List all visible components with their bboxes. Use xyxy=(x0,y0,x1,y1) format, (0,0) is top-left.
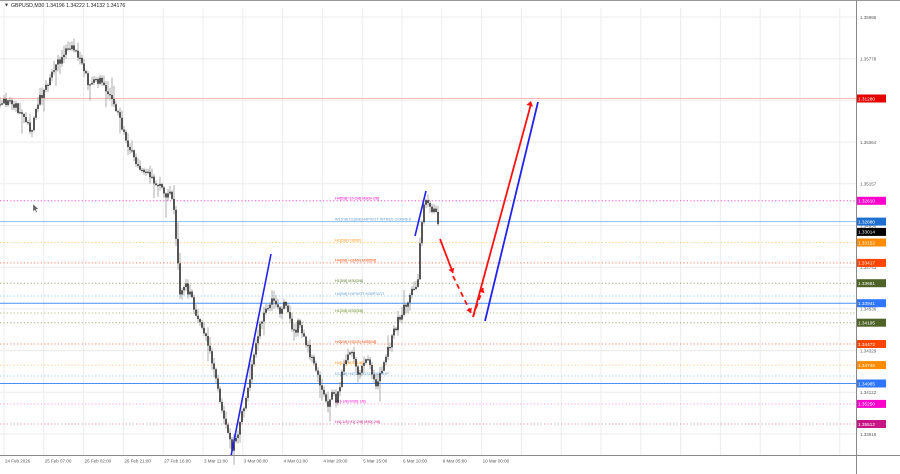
svg-text:25 Feb 07:00: 25 Feb 07:00 xyxy=(45,459,72,464)
svg-text:26 Feb 02:00: 26 Feb 02:00 xyxy=(85,459,112,464)
svg-text:1.35778: 1.35778 xyxy=(860,57,877,62)
svg-text:9 Mar 05:00: 9 Mar 05:00 xyxy=(443,459,468,464)
svg-text:1.35512: 1.35512 xyxy=(858,422,875,427)
svg-text:10 Mar 00:00: 10 Mar 00:00 xyxy=(483,459,510,464)
svg-text:1.35985: 1.35985 xyxy=(860,15,877,20)
svg-text:3 Mar 06:00: 3 Mar 06:00 xyxy=(244,459,269,464)
svg-text:H4[0/8] H1PIVOT M30PIVOT: H4[0/8] H1PIVOT M30PIVOT xyxy=(335,292,385,296)
svg-text:1.35364: 1.35364 xyxy=(860,140,877,145)
svg-text:H1[-1/8] M30[-1/8]: H1[-1/8] M30[-1/8] xyxy=(335,400,366,404)
svg-text:1.34472: 1.34472 xyxy=(858,342,875,347)
svg-text:H4[-1/8] H1[-2/8] M30[-2/8]: H4[-1/8] H1[-2/8] M30[-2/8] xyxy=(335,420,380,424)
svg-text:24 Feb 2026: 24 Feb 2026 xyxy=(5,459,31,464)
svg-text:4 Mar 01:00: 4 Mar 01:00 xyxy=(284,459,309,464)
svg-text:1.35250: 1.35250 xyxy=(858,402,875,407)
svg-text:W1[7/8] D1[6/8] H4PIVOT INTRES: W1[7/8] D1[6/8] H4PIVOT INTRES GODRES xyxy=(335,217,412,221)
svg-text:H4[3/8] H1[4/8] M30[5/8]: H4[3/8] H1[4/8] M30[5/8] xyxy=(335,259,376,263)
svg-text:1.34195: 1.34195 xyxy=(858,321,875,326)
svg-text:5 Mar 15:00: 5 Mar 15:00 xyxy=(363,459,388,464)
svg-text:H1[3/8] M30[3/8]: H1[3/8] M30[3/8] xyxy=(335,309,363,313)
svg-text:H1[2/8] D1[0/8]: H1[2/8] D1[0/8] xyxy=(335,238,361,242)
svg-text:1.34329: 1.34329 xyxy=(860,348,877,353)
svg-text:1.33152: 1.33152 xyxy=(858,240,875,245)
svg-text:1.33417: 1.33417 xyxy=(858,261,875,266)
svg-text:1.33681: 1.33681 xyxy=(858,281,875,286)
svg-text:1.31280: 1.31280 xyxy=(858,96,875,101)
svg-text:1.34122: 1.34122 xyxy=(860,390,877,395)
svg-text:26 Feb 21:00: 26 Feb 21:00 xyxy=(124,459,151,464)
svg-text:H4[2/8] H1[2/8] M30[2/8]: H4[2/8] H1[2/8] M30[2/8] xyxy=(335,340,376,344)
svg-text:1.35157: 1.35157 xyxy=(860,182,877,187)
svg-text:1.33014: 1.33014 xyxy=(858,230,875,235)
svg-text:6 Mar 10:00: 6 Mar 10:00 xyxy=(403,459,428,464)
svg-text:1.34536: 1.34536 xyxy=(860,307,877,312)
svg-text:4 Mar 20:00: 4 Mar 20:00 xyxy=(323,459,348,464)
svg-text:1.33941: 1.33941 xyxy=(858,301,875,306)
svg-text:GBPUSD,M30 1.34196 1.34222 1.: GBPUSD,M30 1.34196 1.34222 1.34132 1.341… xyxy=(11,3,125,9)
svg-text:1.34985: 1.34985 xyxy=(858,381,875,386)
svg-text:H4[5/8]=1[+2/8] M30[+2/8]: H4[5/8]=1[+2/8] M30[+2/8] xyxy=(335,197,379,201)
svg-text:27 Feb 16:00: 27 Feb 16:00 xyxy=(164,459,191,464)
svg-text:▼: ▼ xyxy=(4,3,9,9)
svg-text:1.34746: 1.34746 xyxy=(858,363,875,368)
svg-text:H1[5/8] M30[3/8]: H1[5/8] M30[3/8] xyxy=(335,279,363,283)
svg-text:3 Mar 11:00: 3 Mar 11:00 xyxy=(204,459,228,464)
svg-text:H4[1/8] M30[1/8]: H4[1/8] M30[1/8] xyxy=(335,361,363,365)
svg-text:1.32880: 1.32880 xyxy=(858,219,875,224)
svg-text:1.32610: 1.32610 xyxy=(858,199,875,204)
svg-text:1.33915: 1.33915 xyxy=(860,432,877,437)
